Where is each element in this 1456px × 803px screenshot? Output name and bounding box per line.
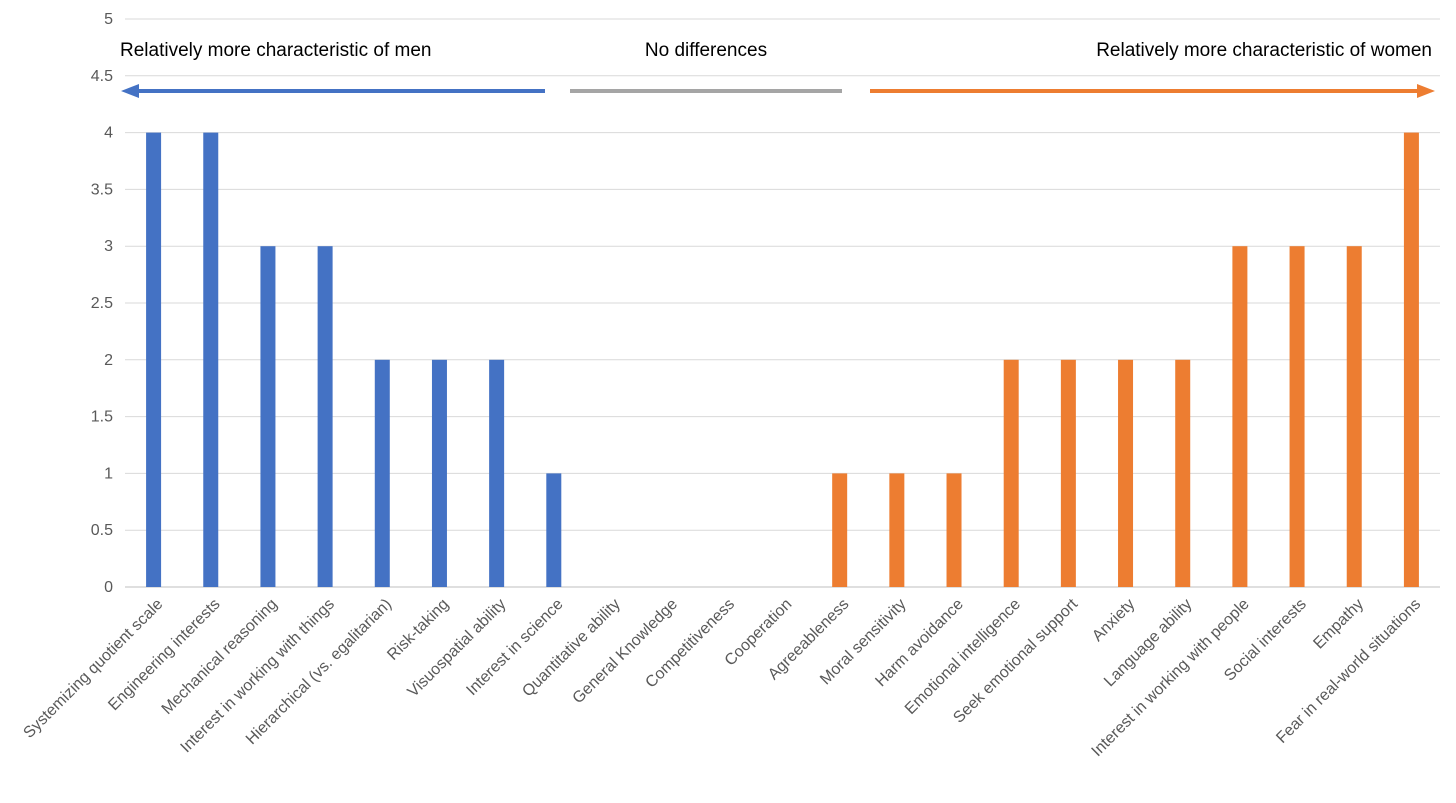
y-tick-label: 4.5 [91, 68, 113, 85]
y-tick-label: 0 [104, 579, 113, 596]
x-category-label: Engineering interests [105, 596, 223, 714]
annotations: Relatively more characteristic of men No… [120, 40, 1435, 98]
bar [1346, 246, 1362, 587]
bar [146, 132, 162, 587]
y-tick-label: 0.5 [91, 522, 113, 539]
bar [1289, 246, 1305, 587]
bar [946, 473, 962, 587]
y-tick-label: 3.5 [91, 181, 113, 198]
bar [1403, 132, 1419, 587]
y-tick-label: 4 [104, 125, 113, 142]
bars [146, 132, 1419, 587]
y-tick-label: 2.5 [91, 295, 113, 312]
annotation-no-differences: No differences [645, 40, 767, 61]
x-category-label: Empathy [1310, 596, 1367, 653]
y-tick-label: 2 [104, 352, 113, 369]
bar [832, 473, 848, 587]
y-tick-label: 3 [104, 238, 113, 255]
bar [489, 359, 505, 587]
x-category-label: Interest in science [463, 596, 566, 699]
bar [431, 359, 447, 587]
bar [1003, 359, 1019, 587]
y-axis-tick-labels: 0 0.5 1 1.5 2 2.5 3 3.5 4 4.5 5 [91, 11, 113, 596]
y-tick-label: 1.5 [91, 409, 113, 426]
bar [1118, 359, 1134, 587]
bar [546, 473, 562, 587]
x-category-label: Quantitative ability [519, 596, 623, 700]
gridlines [125, 18, 1440, 588]
bar [317, 246, 333, 587]
arrow-men [121, 84, 545, 98]
bar [260, 246, 276, 587]
bar [1060, 359, 1076, 587]
bar [1175, 359, 1191, 587]
x-category-label: Emotional intelligence [902, 596, 1024, 718]
bar [1232, 246, 1248, 587]
bar [889, 473, 905, 587]
y-tick-label: 5 [104, 11, 113, 28]
bar [203, 132, 219, 587]
x-category-label: Visuospatial ability [405, 596, 510, 701]
x-category-label: Mechanical reasoning [159, 596, 281, 718]
y-tick-label: 1 [104, 465, 113, 482]
arrow-women [870, 84, 1435, 98]
annotation-men: Relatively more characteristic of men [120, 40, 432, 61]
bar [374, 359, 390, 587]
annotation-women: Relatively more characteristic of women [1096, 40, 1432, 61]
x-category-label: Anxiety [1089, 596, 1138, 645]
x-category-label: General Knowledge [570, 596, 681, 707]
